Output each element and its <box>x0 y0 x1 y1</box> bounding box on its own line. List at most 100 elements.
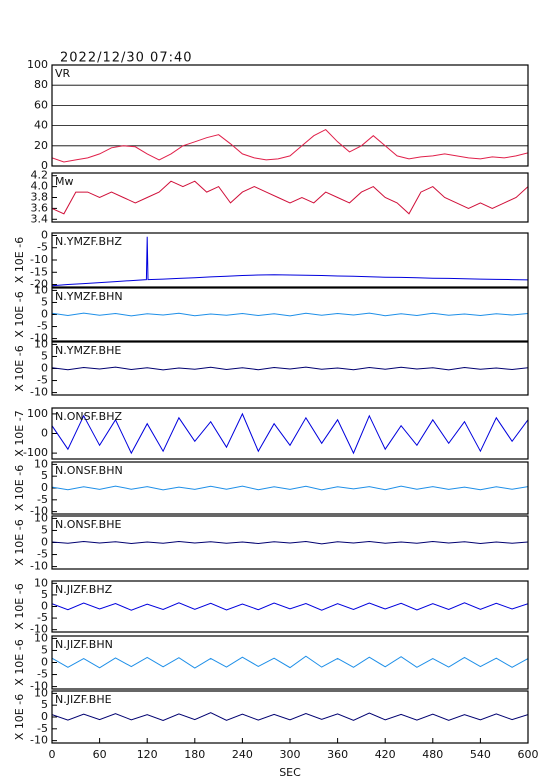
y-axis-label: X 10E -6 <box>13 639 26 685</box>
panel-label: N.JIZF.BHE <box>55 693 112 706</box>
y-axis-label: X 10E -6 <box>13 694 26 740</box>
panel-frame <box>51 232 529 288</box>
y-axis-label: X 10E -6 <box>13 237 26 283</box>
y-tick-label: 0 <box>41 308 48 321</box>
panel-label: N.YMZF.BHZ <box>55 235 122 248</box>
trace <box>52 366 528 371</box>
y-tick-label: -5 <box>37 374 48 387</box>
panel-frame <box>51 635 529 690</box>
y-tick-label: 10 <box>34 631 48 644</box>
y-tick-label: -10 <box>30 332 48 345</box>
y-tick-label: -10 <box>30 560 48 573</box>
y-tick-label: 0 <box>41 427 48 440</box>
panel-label: N.JIZF.BHN <box>55 638 113 651</box>
y-tick-label: 10 <box>34 576 48 589</box>
panel-label: N.YMZF.BHE <box>55 344 121 357</box>
y-tick-label: -5 <box>37 611 48 624</box>
y-tick-label: -10 <box>30 680 48 693</box>
y-tick-label: -5 <box>37 722 48 735</box>
panel-frame <box>51 287 529 342</box>
trace <box>52 412 528 455</box>
x-tick-label: 0 <box>49 748 56 761</box>
y-tick-label: -20 <box>30 278 48 291</box>
x-tick-label: 600 <box>518 748 539 761</box>
y-tick-label: 20 <box>34 139 48 152</box>
y-tick-label: -15 <box>30 265 48 278</box>
y-tick-label: 40 <box>34 119 48 132</box>
y-tick-label: 0 <box>41 228 48 241</box>
y-axis-label: X 10E -6 <box>13 583 26 629</box>
y-tick-label: -5 <box>37 668 48 681</box>
y-tick-label: 10 <box>34 337 48 350</box>
y-axis-label: X 10E -6 <box>13 465 26 511</box>
y-tick-label: 0 <box>41 656 48 669</box>
y-tick-label: -100 <box>23 446 48 459</box>
panel-label: VR <box>55 67 71 80</box>
y-tick-label: 3.6 <box>31 201 49 214</box>
y-tick-label: -10 <box>30 253 48 266</box>
x-tick-label: 540 <box>470 748 491 761</box>
x-axis-label: SEC <box>279 766 301 779</box>
y-tick-label: 5 <box>41 469 48 482</box>
y-tick-label: 4.2 <box>31 169 49 182</box>
chart-title: 2022/12/30 07:40 <box>60 51 193 66</box>
y-tick-label: 80 <box>34 78 48 91</box>
panel-label: N.YMZF.BHN <box>55 290 123 303</box>
y-tick-label: 0 <box>41 159 48 172</box>
trace <box>52 312 528 317</box>
y-tick-label: 0 <box>41 536 48 549</box>
y-tick-label: 5 <box>41 698 48 711</box>
panel-frame <box>51 172 529 223</box>
x-tick-label: 420 <box>375 748 396 761</box>
y-tick-label: -5 <box>37 548 48 561</box>
y-tick-label: 5 <box>41 295 48 308</box>
trace <box>52 128 528 163</box>
trace <box>52 712 528 722</box>
trace <box>52 540 528 545</box>
y-tick-label: 100 <box>27 58 48 71</box>
trace <box>52 655 528 669</box>
x-tick-label: 300 <box>280 748 301 761</box>
y-tick-label: 3.4 <box>31 212 49 225</box>
y-tick-label: -10 <box>30 505 48 518</box>
panel-label: N.ONSF.BHN <box>55 464 123 477</box>
y-axis-label: X 10E -6 <box>13 291 26 337</box>
y-tick-label: -5 <box>37 241 48 254</box>
y-axis-label: X 10E -6 <box>13 345 26 391</box>
y-tick-label: -5 <box>37 493 48 506</box>
y-tick-label: 100 <box>27 407 48 420</box>
y-tick-label: 0 <box>41 481 48 494</box>
y-tick-label: -5 <box>37 320 48 333</box>
panel-label: Mw <box>55 175 74 188</box>
trace <box>52 236 528 287</box>
y-tick-label: 5 <box>41 643 48 656</box>
panel-frame <box>51 515 529 570</box>
y-tick-label: 0 <box>41 600 48 613</box>
y-tick-label: 5 <box>41 588 48 601</box>
trace <box>52 602 528 611</box>
y-tick-label: 5 <box>41 523 48 536</box>
y-tick-label: 3.8 <box>31 191 49 204</box>
y-tick-label: 5 <box>41 349 48 362</box>
y-tick-label: 10 <box>34 457 48 470</box>
y-tick-label: -10 <box>30 623 48 636</box>
y-axis-label: X 10E -7 <box>13 410 26 456</box>
y-tick-label: -10 <box>30 386 48 399</box>
y-tick-label: 10 <box>34 511 48 524</box>
panel-label: N.ONSF.BHE <box>55 518 121 531</box>
panel-label: N.JIZF.BHZ <box>55 583 113 596</box>
panel-frame <box>51 341 529 396</box>
x-tick-label: 480 <box>422 748 443 761</box>
trace <box>52 180 528 215</box>
x-tick-label: 240 <box>232 748 253 761</box>
panel-frame <box>51 580 529 633</box>
x-tick-label: 60 <box>93 748 107 761</box>
panel-frame <box>51 461 529 515</box>
y-axis-label: X 10E -6 <box>13 519 26 565</box>
panel-label: N.ONSF.BHZ <box>55 410 122 423</box>
panel-frame <box>51 407 529 460</box>
x-tick-label: 360 <box>327 748 348 761</box>
y-tick-label: 10 <box>34 283 48 296</box>
x-tick-label: 120 <box>137 748 158 761</box>
